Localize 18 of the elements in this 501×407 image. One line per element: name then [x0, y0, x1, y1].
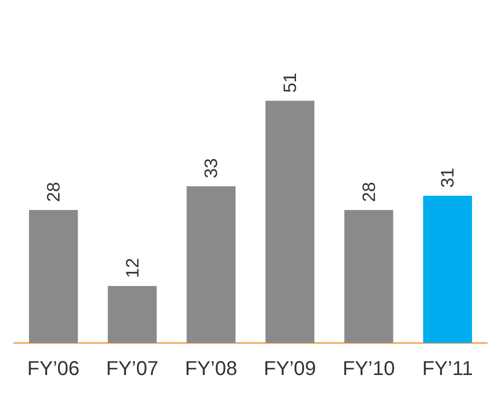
- x-tick-label: FY’08: [184, 358, 238, 380]
- data-label: 28: [43, 182, 64, 202]
- data-label: 12: [122, 258, 142, 278]
- bar: [28, 210, 78, 343]
- x-tick-label: FY’06: [27, 358, 80, 380]
- bar: [186, 186, 236, 343]
- bar: [344, 210, 394, 343]
- x-tick-label: FY’07: [106, 358, 158, 380]
- data-label: 51: [280, 72, 300, 93]
- x-tick-label: FY’10: [342, 358, 395, 380]
- data-label: 28: [358, 182, 379, 202]
- bar: [423, 196, 472, 343]
- bar: [108, 286, 157, 343]
- x-tick-label: FY’09: [264, 358, 316, 380]
- data-label: 33: [201, 158, 222, 178]
- bar: [265, 100, 314, 343]
- data-label: 31: [438, 168, 458, 188]
- x-tick-label: FY’11: [422, 358, 473, 380]
